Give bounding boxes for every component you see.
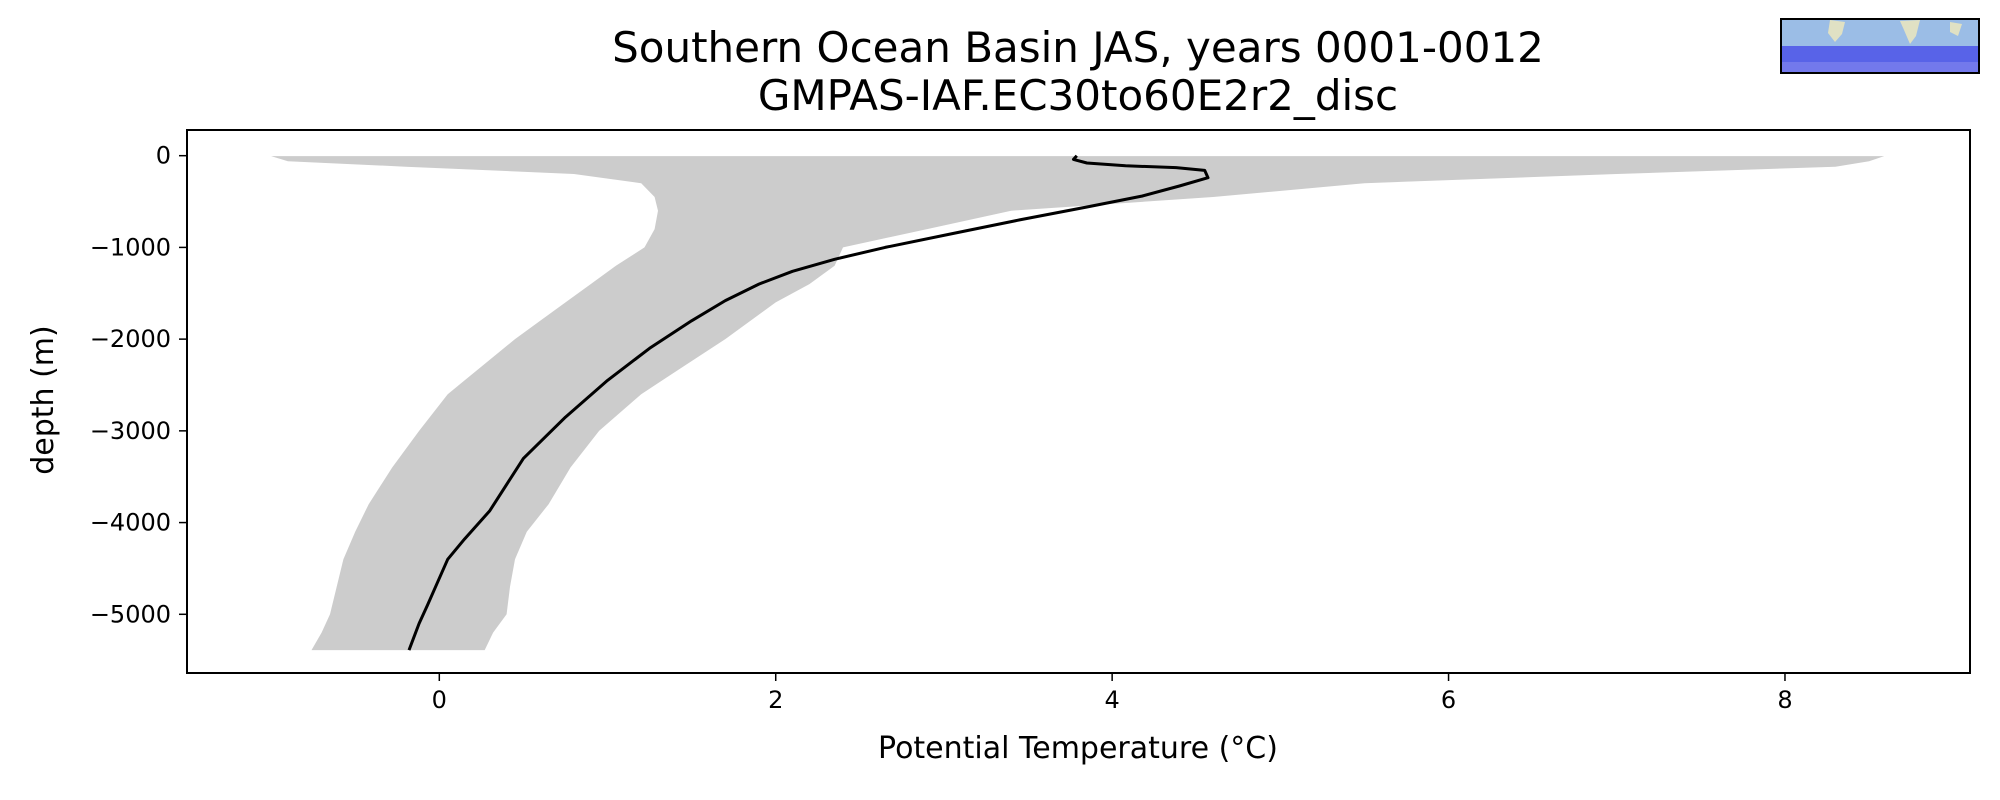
- x-tick-label: 2: [768, 686, 783, 714]
- y-tick-label: 0: [156, 142, 171, 170]
- x-tick-label: 0: [432, 686, 447, 714]
- y-tick-label: −1000: [90, 233, 171, 261]
- spread-band: [271, 156, 1885, 651]
- y-tick-label: −2000: [90, 325, 171, 353]
- x-axis-ticks: 0 2 4 6 8: [432, 673, 1793, 714]
- profile-line: [407, 154, 1210, 651]
- chart-subtitle: GMPAS-IAF.EC30to60E2r2_disc: [758, 71, 1398, 120]
- x-tick-label: 4: [1105, 686, 1120, 714]
- region-map-inset: [1780, 18, 1980, 74]
- plot-frame: [186, 129, 1971, 674]
- y-axis-ticks: 0 −1000 −2000 −3000 −4000 −5000: [90, 142, 187, 628]
- y-axis-label: depth (m): [26, 325, 61, 475]
- x-axis-label: Potential Temperature (°C): [878, 731, 1278, 766]
- y-tick-label: −5000: [90, 600, 171, 628]
- x-tick-label: 6: [1441, 686, 1456, 714]
- x-tick-label: 8: [1777, 686, 1792, 714]
- y-tick-label: −3000: [90, 417, 171, 445]
- spread-band-layer: [271, 156, 1885, 651]
- plot-area: 0 2 4 6 8 0 −1000 −2000 −3000 −4000 −5000: [90, 129, 1971, 714]
- y-tick-label: −4000: [90, 509, 171, 537]
- profile-line-layer: [407, 154, 1210, 651]
- chart-title: Southern Ocean Basin JAS, years 0001-001…: [612, 23, 1544, 72]
